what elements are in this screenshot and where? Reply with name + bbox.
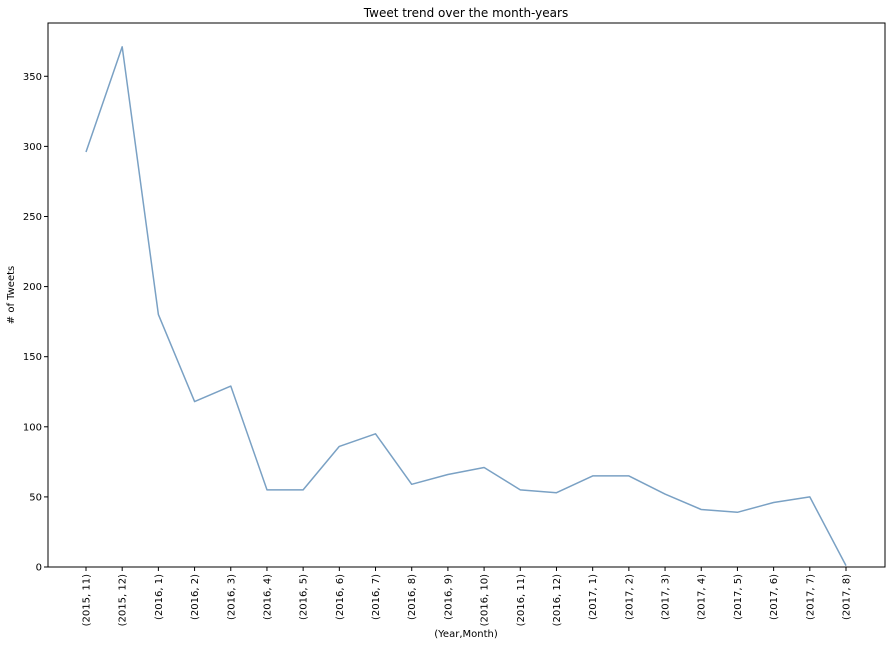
y-tick-label: 50 [29,492,42,503]
y-tick-label: 300 [23,142,42,153]
data-point [845,565,847,567]
x-tick-label: (2017, 7) [805,574,816,620]
data-point [302,489,304,491]
data-point [628,475,630,477]
x-tick-label: (2017, 3) [661,574,672,620]
data-point [483,467,485,469]
x-tick-label: (2016, 7) [371,574,382,620]
y-tick-label: 150 [23,352,42,363]
data-point [809,496,811,498]
data-point [447,474,449,476]
data-point [592,475,594,477]
x-tick-label: (2016, 9) [443,574,454,620]
x-tick-label: (2017, 8) [842,574,853,620]
y-tick-label: 100 [23,422,42,433]
data-point [339,446,341,448]
x-tick-label: (2016, 2) [190,574,201,620]
x-tick-label: (2016, 11) [516,574,527,626]
y-tick-label: 250 [23,212,42,223]
y-axis: 0 50 100 150 200 250 300 350 [23,72,48,574]
chart-title: Tweet trend over the month-years [363,6,568,20]
x-tick-label: (2016, 6) [335,574,346,620]
x-axis: (2015, 11) (2015, 12) (2016, 1) (2016, 2) (2… [82,567,853,626]
x-tick-label: (2016, 12) [552,574,563,626]
plot-area [47,22,886,568]
y-axis-label: # of Tweets [6,266,17,324]
x-tick-label: (2015, 11) [82,574,93,626]
y-tick-label: 0 [36,563,42,574]
x-tick-label: (2016, 4) [262,574,273,620]
series-group [85,46,847,566]
data-point [85,151,87,153]
data-point [773,502,775,504]
x-tick-label: (2017, 2) [624,574,635,620]
data-point [700,509,702,511]
data-point [664,493,666,495]
x-tick-label: (2017, 5) [733,574,744,620]
x-tick-label: (2016, 5) [299,574,310,620]
data-point [411,483,413,485]
data-point [737,512,739,514]
x-axis-label: (Year,Month) [434,629,498,640]
data-point [556,492,558,494]
data-point [375,433,377,435]
x-tick-label: (2016, 10) [480,574,491,626]
x-tick-label: (2017, 1) [588,574,599,620]
data-point [194,401,196,403]
y-tick-label: 200 [23,282,42,293]
x-tick-label: (2017, 4) [697,574,708,620]
series-line [85,46,847,566]
x-tick-label: (2015, 12) [118,574,129,626]
data-point [230,385,232,387]
data-point [121,46,123,48]
x-tick-label: (2016, 1) [154,574,165,620]
x-tick-label: (2016, 3) [226,574,237,620]
y-tick-label: 350 [23,72,42,83]
x-tick-label: (2016, 8) [407,574,418,620]
data-point [158,314,160,316]
data-point [266,489,268,491]
data-point [519,489,521,491]
x-tick-label: (2017, 6) [769,574,780,620]
